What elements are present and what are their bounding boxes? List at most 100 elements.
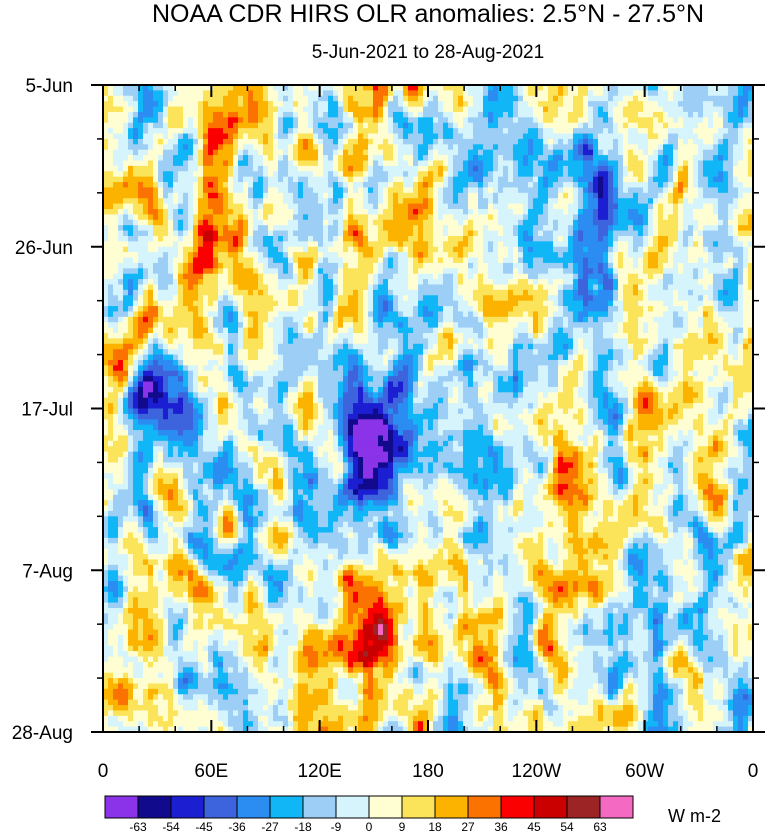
heatmap-cell: [323, 241, 329, 248]
heatmap-cell: [473, 144, 479, 151]
heatmap-cell: [318, 262, 324, 269]
heatmap-cell: [568, 111, 574, 118]
heatmap-cell: [113, 262, 119, 269]
heatmap-cell: [388, 144, 394, 151]
heatmap-cell: [408, 85, 414, 91]
heatmap-cell: [418, 235, 424, 242]
heatmap-cell: [603, 176, 609, 183]
heatmap-cell: [298, 106, 304, 113]
heatmap-cell: [443, 165, 449, 172]
heatmap-cell: [233, 122, 239, 129]
heatmap-cell: [198, 144, 204, 151]
heatmap-cell: [403, 182, 409, 189]
heatmap-cell: [638, 235, 644, 242]
heatmap-cell: [618, 273, 624, 280]
heatmap-cell: [468, 95, 474, 102]
heatmap-cell: [408, 187, 414, 194]
heatmap-cell: [638, 90, 644, 97]
heatmap-cell: [738, 165, 744, 172]
heatmap-cell: [103, 122, 109, 129]
heatmap-cell: [593, 192, 599, 199]
heatmap-cell: [253, 246, 259, 253]
heatmap-cell: [543, 111, 549, 118]
heatmap-cell: [563, 187, 569, 194]
heatmap-cell: [653, 268, 659, 275]
heatmap-cell: [583, 268, 589, 275]
heatmap-cell: [363, 182, 369, 189]
heatmap-cell: [293, 133, 299, 140]
heatmap-cell: [503, 235, 509, 242]
heatmap-cell: [673, 214, 679, 221]
heatmap-cell: [223, 122, 229, 129]
heatmap-cell: [243, 128, 249, 135]
heatmap-cell: [308, 289, 314, 296]
heatmap-cell: [653, 182, 659, 189]
heatmap-cell: [603, 128, 609, 135]
heatmap-cell: [478, 241, 484, 248]
heatmap-cell: [178, 192, 184, 199]
heatmap-cell: [383, 171, 389, 178]
heatmap-cell: [408, 268, 414, 275]
heatmap-cell: [113, 149, 119, 156]
heatmap-cell: [313, 230, 319, 237]
heatmap-cell: [188, 144, 194, 151]
heatmap-cell: [218, 128, 224, 135]
heatmap-cell: [668, 106, 674, 113]
heatmap-cell: [203, 203, 209, 210]
heatmap-cell: [563, 122, 569, 129]
heatmap-cell: [658, 246, 664, 253]
heatmap-cell: [598, 284, 604, 291]
heatmap-cell: [438, 155, 444, 162]
heatmap-cell: [733, 230, 739, 237]
heatmap-cell: [313, 252, 319, 259]
heatmap-cell: [568, 268, 574, 275]
heatmap-cell: [143, 90, 149, 97]
heatmap-cell: [323, 160, 329, 167]
heatmap-cell: [468, 279, 474, 286]
heatmap-cell: [528, 219, 534, 226]
heatmap-cell: [403, 225, 409, 232]
heatmap-cell: [213, 241, 219, 248]
heatmap-cell: [613, 144, 619, 151]
heatmap-cell: [513, 182, 519, 189]
heatmap-cell: [748, 171, 754, 178]
heatmap-cell: [203, 273, 209, 280]
heatmap-cell: [608, 268, 614, 275]
heatmap-cell: [428, 95, 434, 102]
heatmap-cell: [313, 198, 319, 205]
heatmap-cell: [413, 257, 419, 264]
heatmap-cell: [683, 252, 689, 259]
heatmap-cell: [158, 122, 164, 129]
heatmap-cell: [718, 198, 724, 205]
heatmap-cell: [188, 155, 194, 162]
heatmap-cell: [593, 182, 599, 189]
heatmap-cell: [743, 144, 749, 151]
heatmap-cell: [598, 203, 604, 210]
heatmap-cell: [663, 252, 669, 259]
heatmap-cell: [558, 149, 564, 156]
heatmap-cell: [113, 106, 119, 113]
heatmap-cell: [523, 284, 529, 291]
heatmap-cell: [323, 235, 329, 242]
heatmap-cell: [473, 273, 479, 280]
heatmap-cell: [538, 198, 544, 205]
heatmap-cell: [333, 268, 339, 275]
heatmap-cell: [363, 241, 369, 248]
heatmap-cell: [453, 230, 459, 237]
heatmap-cell: [573, 117, 579, 124]
heatmap-cell: [538, 192, 544, 199]
heatmap-cell: [293, 128, 299, 135]
heatmap-cell: [533, 192, 539, 199]
heatmap-cell: [633, 262, 639, 269]
heatmap-cell: [603, 85, 609, 91]
heatmap-cell: [523, 187, 529, 194]
heatmap-cell: [323, 101, 329, 108]
heatmap-cell: [563, 214, 569, 221]
heatmap-cell: [733, 111, 739, 118]
heatmap-cell: [393, 176, 399, 183]
heatmap-cell: [533, 122, 539, 129]
heatmap-cell: [193, 133, 199, 140]
heatmap-cell: [173, 106, 179, 113]
heatmap-cell: [653, 90, 659, 97]
heatmap-cell: [478, 262, 484, 269]
